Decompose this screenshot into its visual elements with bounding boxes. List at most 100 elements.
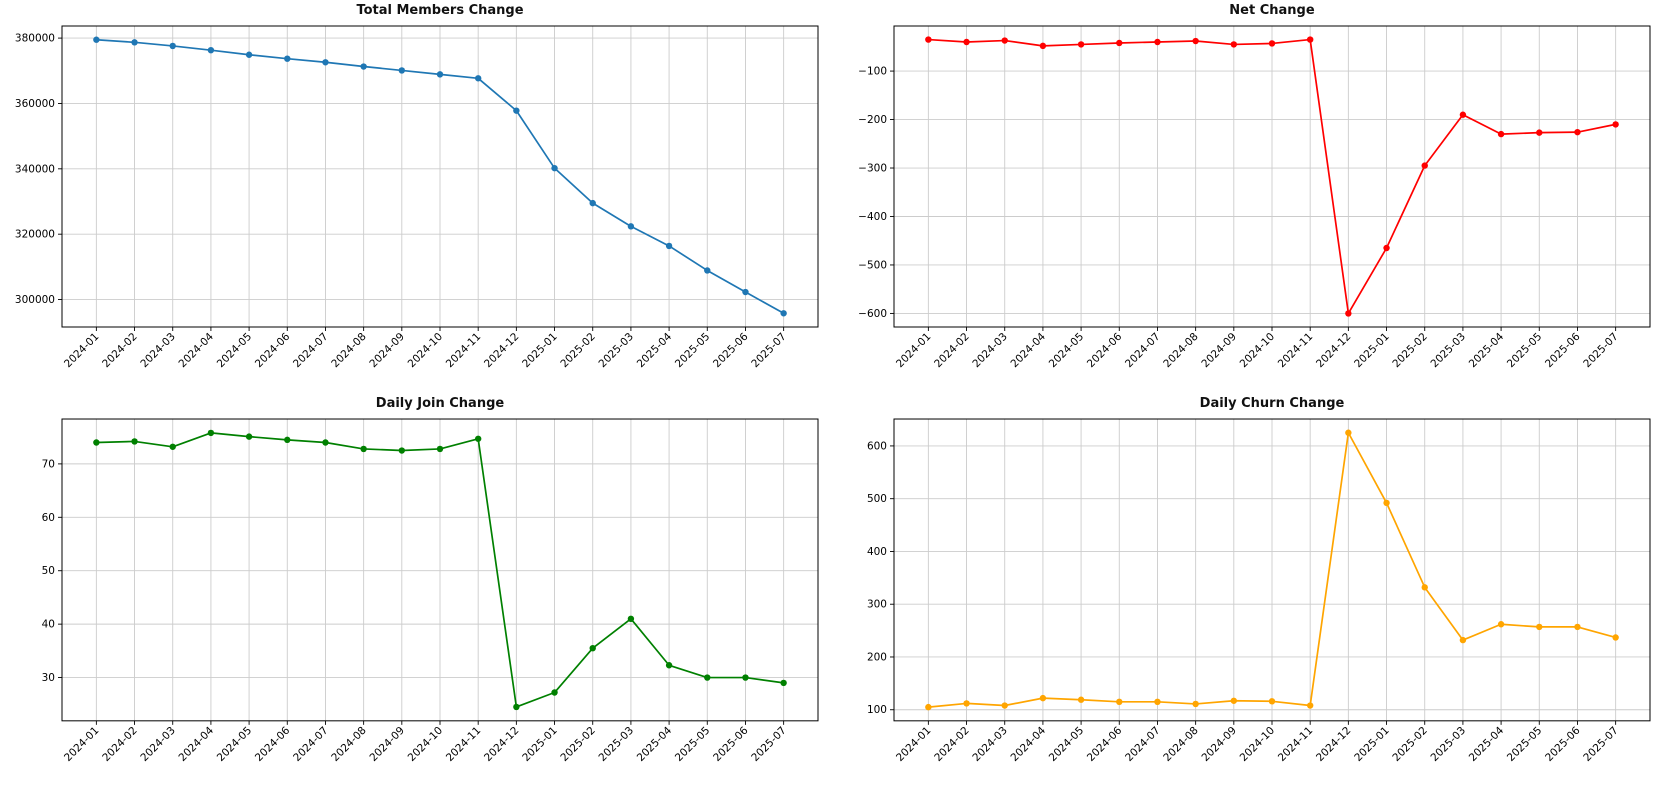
data-point-marker — [1306, 36, 1314, 43]
grid-lines — [894, 26, 1650, 327]
y-tick-label: 340000 — [15, 163, 55, 175]
data-point-marker — [551, 689, 558, 696]
data-point-marker — [284, 436, 291, 444]
series-markers — [93, 429, 787, 711]
data-point-marker — [1268, 698, 1276, 705]
chart-total-members-change: Total Members Change 300000 320000 340000 3… — [0, 0, 832, 393]
axis-ticks — [890, 70, 1617, 331]
y-tick-label: −200 — [858, 114, 887, 126]
data-point-marker — [704, 267, 711, 274]
y-tick-label: 300 — [867, 599, 887, 611]
data-point-marker — [131, 39, 138, 46]
chart-title-daily-churn: Daily Churn Change — [1199, 396, 1345, 411]
data-point-marker — [1421, 162, 1428, 169]
data-point-marker — [207, 46, 215, 54]
net-change-plot: −600−500−400−300−200−1002024-012024-0220… — [832, 20, 1664, 393]
data-point-marker — [93, 439, 100, 446]
data-point-marker — [1116, 698, 1123, 706]
data-point-marker — [963, 38, 970, 46]
plot-background — [832, 413, 1664, 787]
data-point-marker — [284, 55, 291, 62]
data-point-marker — [474, 75, 482, 82]
data-point-marker — [780, 310, 787, 317]
y-tick-label: 500 — [867, 493, 887, 505]
series-markers — [925, 36, 1619, 317]
data-point-marker — [1116, 39, 1123, 47]
data-point-marker — [963, 700, 970, 707]
axis-ticks — [890, 445, 1617, 725]
data-point-marker — [245, 433, 253, 440]
plot-background — [0, 413, 832, 787]
data-point-marker — [1268, 40, 1276, 47]
data-point-marker — [436, 445, 444, 453]
plot-background — [0, 20, 832, 393]
y-tick-label: 300000 — [15, 294, 55, 306]
data-point-marker — [1039, 42, 1047, 50]
data-point-marker — [665, 242, 673, 250]
data-point-marker — [780, 679, 787, 687]
y-tick-label: 200 — [867, 651, 887, 663]
data-point-marker — [93, 36, 100, 43]
y-tick-label: −400 — [858, 211, 887, 223]
axis-ticks — [58, 463, 785, 725]
data-point-marker — [1192, 37, 1199, 45]
chart-title-total-members: Total Members Change — [356, 3, 524, 18]
series-markers — [925, 429, 1619, 711]
data-point-marker — [474, 435, 482, 442]
data-point-marker — [1612, 634, 1619, 641]
data-point-marker — [169, 42, 176, 50]
data-point-marker — [245, 51, 253, 58]
data-point-marker — [1383, 499, 1390, 507]
data-point-marker — [1574, 128, 1581, 136]
series-markers — [93, 36, 787, 317]
data-point-marker — [1154, 38, 1161, 46]
data-point-marker — [1154, 698, 1161, 706]
data-point-marker — [627, 615, 635, 623]
y-tick-label: 360000 — [15, 98, 55, 110]
data-point-marker — [1612, 121, 1619, 128]
data-point-marker — [398, 447, 406, 454]
data-point-marker — [436, 71, 444, 78]
data-point-marker — [1077, 696, 1085, 703]
y-tick-label: 100 — [867, 704, 887, 716]
plot-frame — [893, 25, 1651, 328]
chart-daily-join-change: Daily Join Change 30 40 50 60 70 2024-01 2024-… — [0, 393, 832, 787]
data-point-marker — [1536, 623, 1543, 631]
y-tick-label: 30 — [42, 672, 55, 684]
data-point-marker — [742, 674, 749, 681]
y-tick-label: 40 — [42, 619, 55, 631]
axis-ticks — [58, 37, 785, 331]
plot-background — [832, 20, 1664, 393]
chart-net-change: Net Change −600 −500 −400 −300 −200 −100 2024-… — [832, 0, 1664, 393]
data-point-marker — [1459, 636, 1467, 644]
y-tick-label: −500 — [858, 259, 887, 271]
y-tick-label: 380000 — [15, 33, 55, 45]
data-point-marker — [704, 674, 711, 681]
data-point-marker — [360, 63, 367, 70]
y-tick-label: −600 — [858, 308, 887, 320]
y-tick-label: 320000 — [15, 229, 55, 241]
y-tick-label: 50 — [42, 565, 55, 577]
y-tick-label: 400 — [867, 546, 887, 558]
chart-title-daily-join: Daily Join Change — [375, 396, 505, 411]
data-point-marker — [1345, 429, 1352, 436]
data-point-marker — [925, 36, 932, 43]
data-point-marker — [1077, 41, 1085, 48]
data-point-marker — [1459, 111, 1467, 118]
data-point-marker — [398, 67, 406, 74]
data-point-marker — [1306, 702, 1314, 709]
data-point-marker — [1230, 41, 1238, 48]
y-tick-label: 600 — [867, 440, 887, 452]
y-tick-label: −300 — [858, 163, 887, 175]
data-point-marker — [207, 429, 215, 437]
daily-join-change-plot: 30405060702024-012024-022024-032024-0420… — [0, 413, 832, 787]
chart-daily-churn-change: Daily Churn Change 100 200 300 400 500 600 202… — [832, 393, 1664, 787]
data-point-marker — [627, 223, 635, 230]
data-point-marker — [1497, 621, 1505, 628]
data-point-marker — [1497, 130, 1505, 138]
data-point-marker — [322, 59, 329, 66]
grid-lines — [62, 419, 818, 721]
data-point-marker — [131, 438, 138, 445]
data-point-marker — [1001, 37, 1008, 44]
